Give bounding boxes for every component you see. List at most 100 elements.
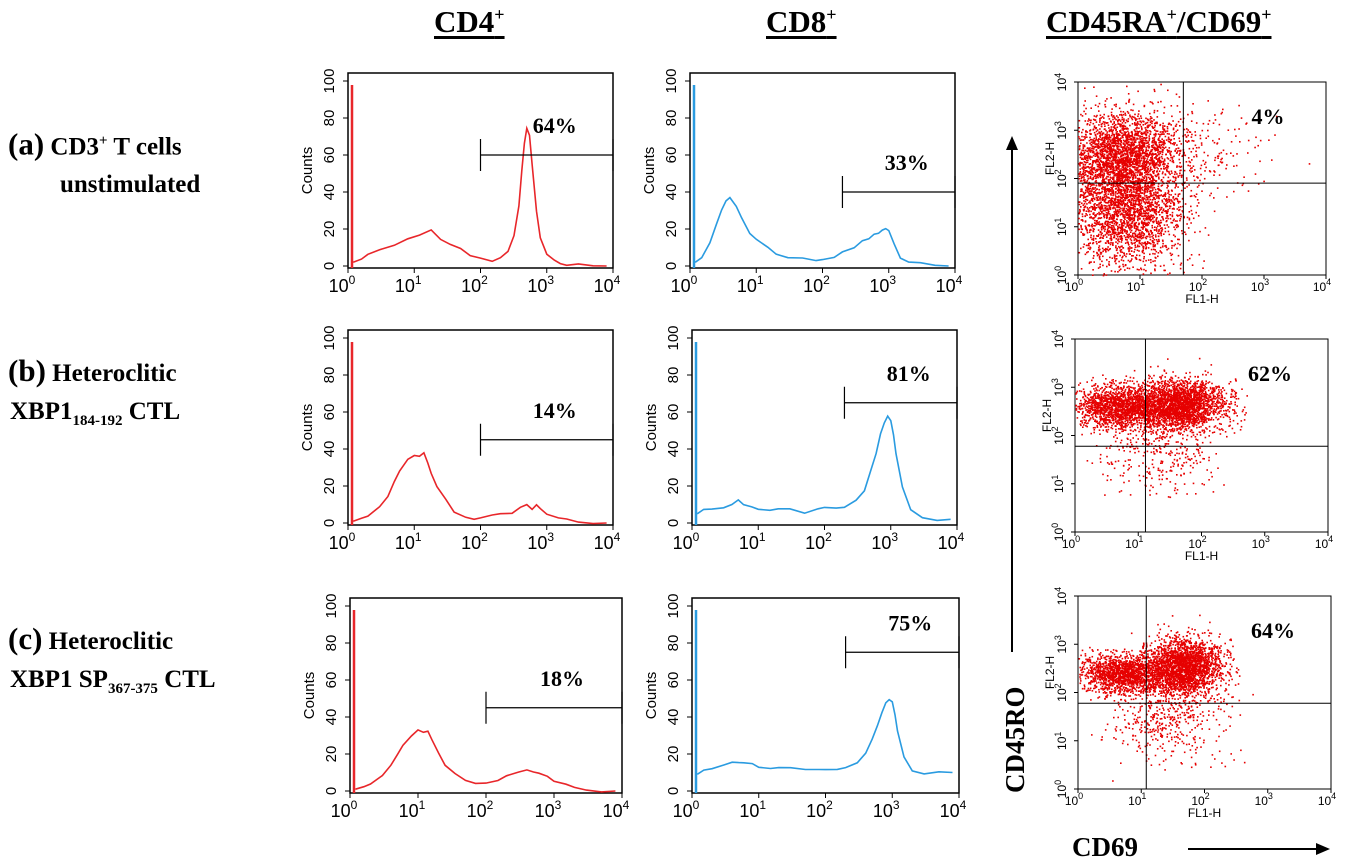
a-ra-dot	[1150, 261, 1152, 264]
a-ra-dot	[1113, 142, 1116, 144]
c-cd4-xtick-exp-0: 0	[351, 798, 358, 812]
a-ra-dot	[1115, 123, 1117, 126]
a-ra-dot	[1109, 233, 1112, 236]
a-ra-dot	[1160, 194, 1163, 196]
a-ra-dot	[1118, 133, 1120, 136]
a-ra-dot	[1160, 179, 1163, 182]
a-ra-dot	[1178, 208, 1181, 211]
a-ra-dot	[1138, 233, 1141, 235]
a-ra-dot	[1132, 194, 1134, 196]
a-ra-dot	[1147, 224, 1150, 226]
a-ra-dot	[1088, 139, 1091, 142]
a-ra-dot	[1140, 208, 1143, 211]
a-ra-dot	[1135, 154, 1137, 157]
a-ra-dot	[1112, 214, 1115, 216]
a-ra-dot	[1089, 163, 1092, 165]
a-ra-dot	[1138, 165, 1141, 167]
a-ra-dot	[1152, 214, 1154, 217]
a-ra-dot	[1157, 183, 1160, 185]
a-ra-dot	[1145, 155, 1148, 158]
a-ra-dot	[1140, 187, 1142, 189]
a-ra-dot	[1144, 264, 1146, 266]
a-ra-dot	[1109, 243, 1112, 246]
a-ra-dot	[1105, 137, 1107, 140]
a-ra-dot	[1157, 151, 1159, 153]
a-ra-dot	[1140, 121, 1143, 124]
a-ra-dot	[1149, 210, 1152, 212]
a-ra-dot	[1099, 251, 1102, 254]
a-ra-dot	[1119, 170, 1121, 172]
a-ra-dot	[1160, 234, 1163, 237]
a-cd8-xtick-exp-2: 2	[823, 273, 830, 287]
a-ra-dot	[1154, 260, 1156, 262]
a-ra-dot	[1144, 203, 1147, 205]
a-ra-dot	[1145, 160, 1148, 163]
a-ra-dot	[1225, 153, 1228, 155]
a-ra-dot	[1165, 202, 1168, 205]
a-ra-dot	[1127, 209, 1129, 212]
a-ra-dot	[1117, 148, 1120, 150]
a-ra-dot	[1116, 133, 1118, 135]
a-ra-dot	[1174, 235, 1176, 238]
a-ra-dot	[1116, 115, 1118, 117]
a-ra-dot	[1133, 158, 1135, 160]
a-ra-dot	[1109, 136, 1112, 139]
a-ra-dot	[1096, 146, 1099, 148]
a-ra-dot	[1119, 191, 1122, 194]
a-ra-dot	[1084, 133, 1087, 136]
a-ra-dot	[1101, 150, 1104, 153]
a-ra-dot	[1152, 139, 1154, 142]
a-ra-xtick-1: 101	[1127, 277, 1145, 294]
a-ra-dot	[1170, 142, 1172, 145]
a-ra-dot	[1112, 181, 1115, 184]
a-ra-dot	[1118, 123, 1121, 125]
a-ra-dot	[1088, 118, 1090, 120]
a-ra-dot	[1132, 142, 1135, 145]
a-ra-dot	[1087, 165, 1090, 168]
a-ra-dot	[1078, 177, 1081, 180]
a-ra-dot	[1130, 218, 1132, 221]
a-ra-dot	[1143, 210, 1145, 213]
a-ra-dot	[1150, 214, 1152, 216]
a-ra-dot	[1111, 203, 1113, 206]
b-cd4-ytick-5: 100	[321, 325, 338, 350]
a-ra-dot	[1125, 168, 1127, 170]
a-ra-dot	[1151, 217, 1154, 219]
a-ra-dot	[1107, 189, 1110, 192]
a-ra-dot	[1138, 186, 1140, 189]
a-ra-dot	[1143, 189, 1146, 191]
a-ra-dot	[1117, 152, 1119, 155]
a-ra-dot	[1147, 173, 1150, 176]
a-ra-dot	[1112, 168, 1114, 171]
a-ra-dot	[1115, 175, 1117, 177]
a-ra-dot	[1176, 198, 1179, 201]
a-ra-dot	[1132, 177, 1135, 179]
a-ra-dot	[1087, 178, 1089, 180]
a-ra-dot	[1120, 232, 1122, 234]
a-ra-dot	[1149, 159, 1152, 162]
a-ra-dot	[1137, 135, 1140, 137]
a-ra-dot	[1176, 223, 1178, 226]
a-ra-dot	[1174, 220, 1177, 222]
a-ra-dot	[1110, 170, 1113, 173]
a-ra-dot	[1183, 271, 1185, 274]
a-ra-dot	[1188, 218, 1191, 221]
a-ra-dot	[1148, 217, 1150, 219]
a-ra-dot	[1086, 175, 1089, 178]
a-ra-dot	[1103, 215, 1105, 217]
a-ra-dot	[1093, 146, 1096, 149]
a-ra-dot	[1103, 145, 1106, 148]
a-ra-dot	[1145, 186, 1148, 188]
a-ra-dot	[1112, 156, 1115, 159]
a-ra-dot	[1187, 164, 1189, 167]
a-ra-dot	[1101, 122, 1104, 125]
a-ra-dot	[1104, 187, 1106, 189]
a-ra-dot	[1134, 212, 1136, 214]
a-ra-dot	[1094, 207, 1097, 210]
a-ra-dot	[1093, 188, 1095, 190]
a-ra-dot	[1144, 171, 1146, 174]
a-ra-dot	[1138, 143, 1141, 146]
a-ra-dot	[1131, 170, 1133, 172]
a-ra-dot	[1117, 238, 1120, 240]
a-ra-dot	[1085, 154, 1087, 157]
